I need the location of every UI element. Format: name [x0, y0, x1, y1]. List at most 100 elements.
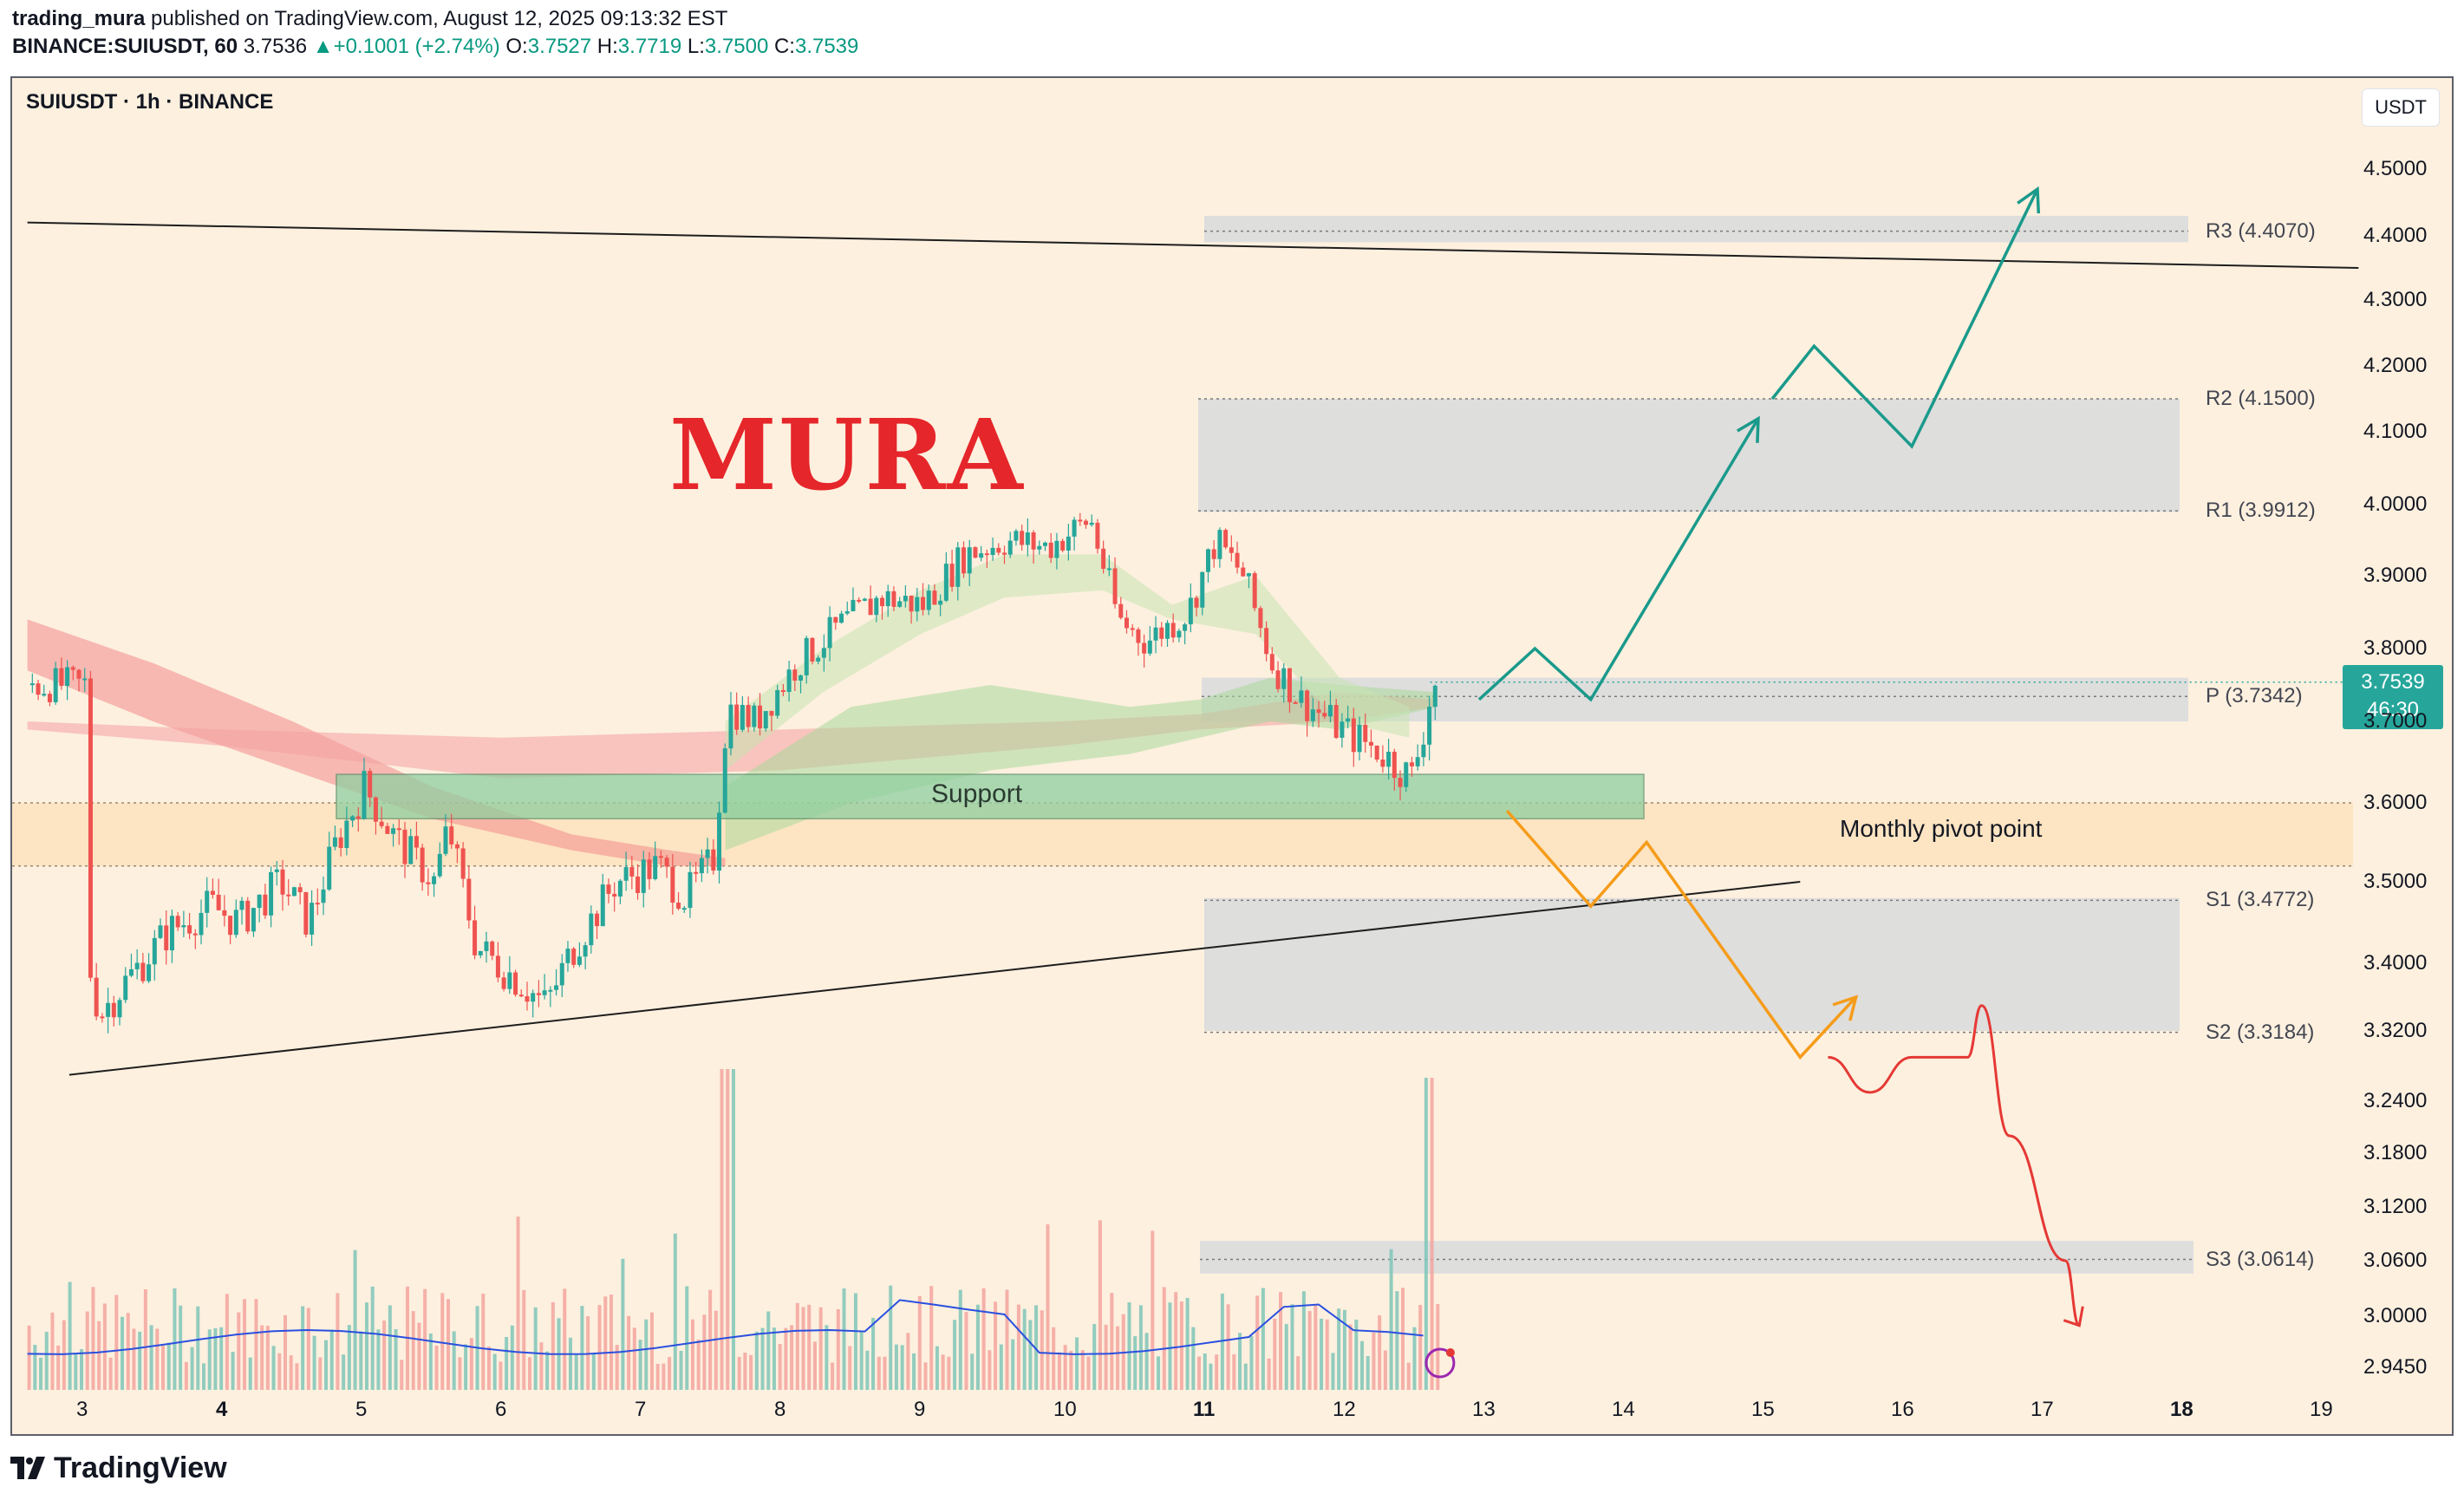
- volume-bar: [284, 1314, 288, 1390]
- volume-bar: [568, 1337, 572, 1390]
- volume-bar: [1261, 1288, 1265, 1390]
- candle-body: [961, 547, 967, 574]
- candle-body: [501, 977, 506, 989]
- candle-body: [1054, 540, 1059, 558]
- candle-body: [1386, 752, 1392, 767]
- candle-body: [1095, 522, 1100, 549]
- price-tag-value: 3.7539: [2361, 670, 2425, 694]
- y-axis-tick: 3.9000: [2363, 564, 2428, 587]
- pivot-label-r3: R3 (4.4070): [2206, 218, 2316, 243]
- candle-body: [187, 925, 192, 934]
- volume-bar: [80, 1348, 84, 1390]
- candle-body: [1060, 540, 1066, 551]
- pivot-zone-r3: [1204, 215, 2188, 243]
- candle-body: [932, 590, 937, 605]
- candle-body: [1188, 597, 1193, 625]
- volume-bar: [994, 1301, 998, 1390]
- candle-body: [1048, 542, 1053, 558]
- chart-area[interactable]: SUIUSDT · 1h · BINANCE USDT MURA 3.7539 …: [10, 76, 2454, 1436]
- x-axis-tick: 4: [216, 1398, 228, 1421]
- volume-bar: [690, 1319, 694, 1390]
- candle-body: [1136, 629, 1141, 643]
- footer-logo[interactable]: TradingView: [10, 1446, 227, 1490]
- candle-body: [653, 856, 658, 879]
- volume-bar: [434, 1346, 439, 1390]
- candle-body: [1164, 623, 1170, 639]
- volume-bar: [831, 1362, 835, 1390]
- candle-body: [338, 837, 343, 848]
- candle-body: [518, 995, 524, 997]
- candle-body: [373, 797, 378, 822]
- candle-body: [595, 913, 600, 927]
- volume-bar: [161, 1345, 166, 1390]
- volume-bar: [219, 1327, 224, 1390]
- volume-bar: [1110, 1293, 1114, 1390]
- volume-bar: [1301, 1291, 1306, 1390]
- volume-bar: [1098, 1220, 1102, 1390]
- candle-body: [734, 704, 740, 730]
- candle-body: [676, 903, 681, 909]
- chart-canvas[interactable]: [12, 78, 2452, 1434]
- volume-bar: [1104, 1324, 1108, 1390]
- volume-bar: [516, 1216, 520, 1390]
- volume-bar: [609, 1295, 613, 1390]
- volume-bar: [1168, 1302, 1172, 1390]
- candle-body: [1223, 530, 1229, 548]
- publish-text: published on TradingView.com, August 12,…: [151, 7, 728, 30]
- volume-bar: [1197, 1356, 1202, 1390]
- low-value: 3.7500: [704, 35, 769, 58]
- volume-bar: [1005, 1289, 1009, 1390]
- candle-body: [752, 705, 757, 727]
- volume-bar: [1191, 1327, 1196, 1390]
- volume-bar: [237, 1312, 241, 1390]
- candle-body: [1130, 628, 1135, 630]
- volume-bar: [597, 1305, 602, 1390]
- candle-body: [245, 900, 251, 932]
- volume-bar: [923, 1362, 928, 1390]
- volume-bar: [1034, 1305, 1039, 1390]
- volume-bar: [1354, 1320, 1359, 1390]
- volume-bar: [143, 1289, 147, 1390]
- candle-body: [763, 711, 768, 729]
- volume-bar: [388, 1305, 392, 1390]
- candle-body: [583, 945, 588, 957]
- candle-body: [1409, 762, 1414, 766]
- volume-bar: [1016, 1304, 1020, 1390]
- volume-bar: [295, 1363, 299, 1390]
- volume-bar: [981, 1288, 986, 1390]
- currency-button[interactable]: USDT: [2362, 88, 2440, 127]
- candle-body: [303, 891, 309, 935]
- volume-bar: [155, 1328, 160, 1390]
- volume-bar: [271, 1346, 276, 1390]
- candle-body: [460, 848, 466, 879]
- volume-bar: [132, 1328, 136, 1390]
- volume-bar: [1296, 1356, 1300, 1390]
- candle-body: [694, 871, 699, 874]
- y-axis-tick: 4.5000: [2363, 157, 2428, 180]
- volume-bar: [807, 1304, 812, 1390]
- candle-body: [169, 916, 174, 951]
- volume-bar: [138, 1331, 142, 1390]
- candle-body: [705, 849, 710, 858]
- author-name[interactable]: trading_mura: [12, 7, 146, 30]
- candle-body: [844, 611, 850, 614]
- candle-body: [1346, 718, 1351, 722]
- bullish-scenario-arrow: [1477, 417, 1760, 702]
- volume-bar: [1157, 1356, 1161, 1390]
- pivot-label-s1: S1 (3.4772): [2206, 888, 2315, 912]
- y-axis-tick: 3.7000: [2363, 709, 2428, 733]
- volume-bar: [370, 1286, 375, 1390]
- candle-body: [874, 597, 879, 616]
- candle-body: [909, 596, 914, 612]
- volume-bar: [825, 1325, 829, 1390]
- candle-body: [1432, 685, 1437, 708]
- candle-body: [1252, 573, 1257, 609]
- candle-body: [1415, 757, 1420, 766]
- candle-body: [885, 590, 890, 607]
- chart-legend-title[interactable]: SUIUSDT · 1h · BINANCE: [26, 90, 274, 114]
- volume-bar: [277, 1353, 282, 1390]
- y-axis-tick: 4.2000: [2363, 354, 2428, 377]
- candle-body: [1235, 552, 1240, 568]
- candle-body: [758, 705, 763, 729]
- volume-bar: [754, 1331, 759, 1390]
